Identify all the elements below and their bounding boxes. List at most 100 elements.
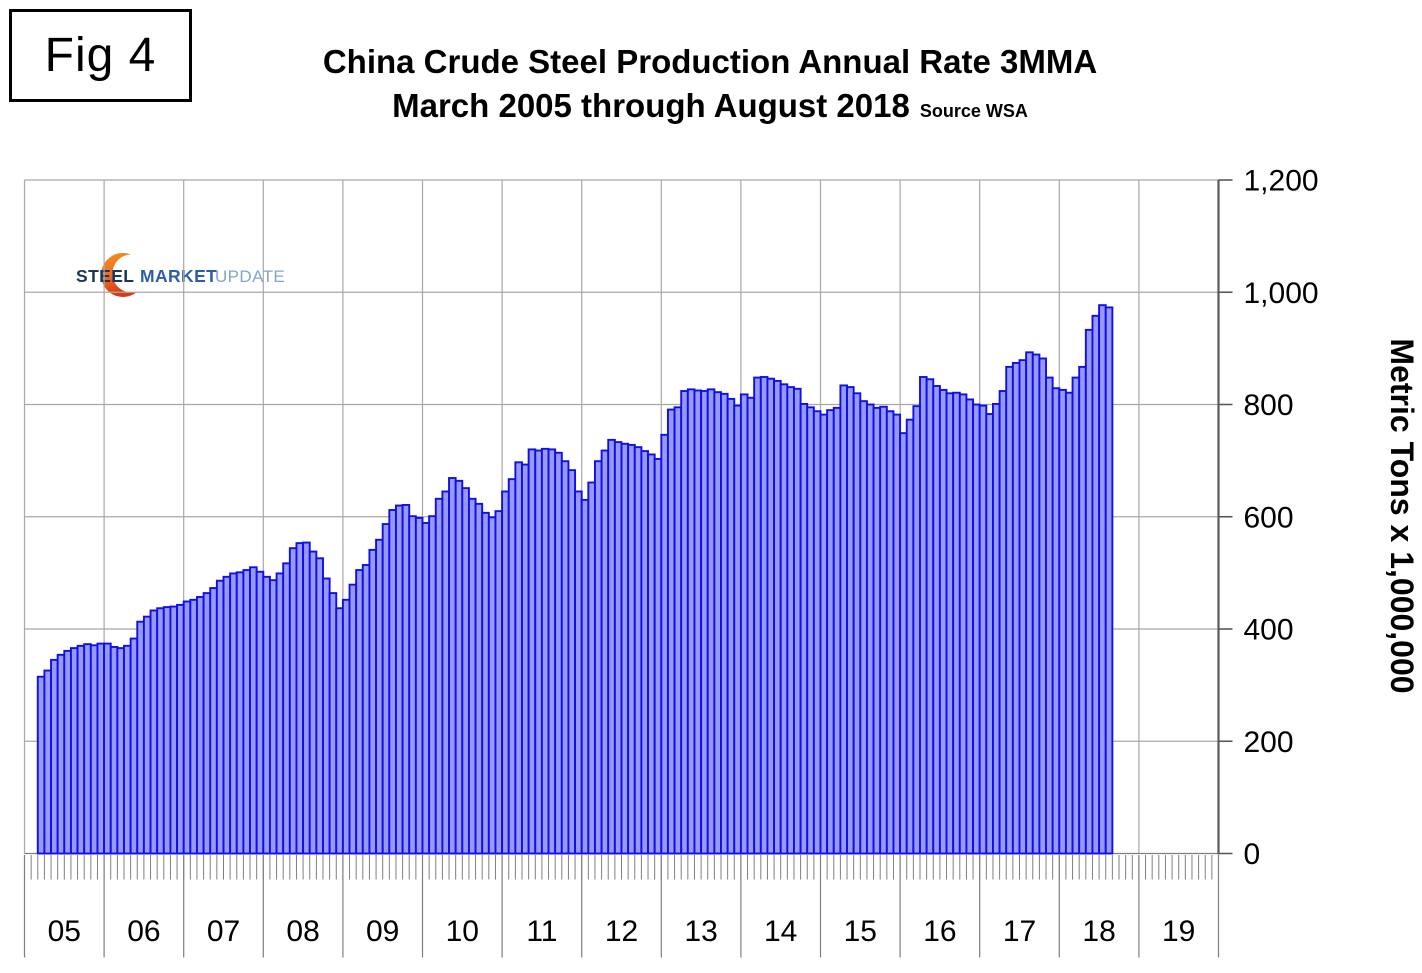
y-axis-title: Metric Tons x 1,000,000 [1384,338,1420,693]
x-axis-year-label: 07 [207,915,240,948]
bar [96,642,106,855]
bar [428,515,437,855]
bar [726,397,736,855]
bar [660,433,669,855]
bar [507,478,517,855]
bar [912,405,921,855]
bar [793,387,802,855]
bar [554,451,563,855]
bar [1045,376,1054,855]
bar [361,564,371,855]
x-axis-year-label: 05 [48,915,81,948]
logo-crescent-icon [100,252,138,297]
bar [454,479,464,855]
bar [826,409,835,855]
bar [368,548,378,855]
chart-subtitle-text: March 2005 through August 2018 [392,86,910,124]
bar [759,376,769,855]
bar [992,402,1001,855]
bar [249,566,258,855]
bar [846,386,855,855]
bar [328,592,338,855]
bar [1064,391,1074,855]
bar [958,393,968,855]
bar [448,477,457,855]
chart-title-block: China Crude Steel Production Annual Rate… [120,40,1300,127]
bar [103,642,112,855]
bar [766,377,776,855]
bar [952,391,961,855]
bar [494,510,504,855]
bar [69,647,79,855]
x-axis-year-label: 17 [1003,915,1036,948]
x-axis-year-label: 10 [446,915,479,948]
bar [129,637,139,855]
bar [1025,351,1034,855]
bar [806,406,815,855]
bar [945,392,955,855]
bar [1084,328,1094,855]
y-axis-tick-label: 0 [1244,838,1261,871]
logo-word-market: MARKET [140,266,217,286]
bar [50,658,59,855]
bar [965,398,975,855]
bar [348,583,358,855]
bar [474,502,484,855]
bar [282,562,291,855]
bar [335,607,344,855]
bar [779,383,789,855]
bar [481,511,490,855]
bar [381,523,391,855]
bar [235,571,245,855]
bar [653,457,663,855]
bar [534,449,543,855]
bar [521,463,530,855]
x-axis-year-label: 16 [923,915,956,948]
bar [693,389,703,855]
bar [162,606,172,855]
bar [872,406,882,855]
bar [733,404,742,855]
logo-graphic: STEEL MARKET UPDATE [76,252,285,297]
bar [401,504,411,855]
bar [501,490,510,855]
bar [189,598,198,855]
bar [268,579,278,855]
bar [547,448,557,855]
x-axis-year-label: 06 [127,915,160,948]
bar [288,547,298,855]
bar [998,390,1008,855]
bar [255,570,265,855]
y-axis-tick-label: 1,000 [1244,277,1319,310]
bar [202,592,212,855]
bar [713,391,722,855]
bar [720,392,729,855]
bar [739,393,749,855]
bar [295,542,305,855]
bar [1011,362,1021,855]
bar [89,644,99,855]
bar [620,442,630,855]
bar [607,438,616,855]
bar [680,390,689,855]
bar [1058,388,1067,855]
bar [395,504,404,855]
bar [441,490,450,855]
x-axis-year-label: 09 [366,915,399,948]
bar [574,490,583,855]
bar [408,515,417,855]
bar [812,410,822,855]
bar [978,404,988,855]
bar [746,396,756,855]
bar [1091,314,1101,855]
bar [1018,359,1028,855]
chart-subtitle: March 2005 through August 2018 Source WSA [120,84,1300,128]
bar [892,413,902,855]
bar [222,575,232,855]
bar [647,453,656,855]
x-axis-year-label: 13 [684,915,717,948]
bar [242,569,251,855]
bar [322,577,331,855]
bar [1038,357,1047,855]
bar [275,572,285,855]
